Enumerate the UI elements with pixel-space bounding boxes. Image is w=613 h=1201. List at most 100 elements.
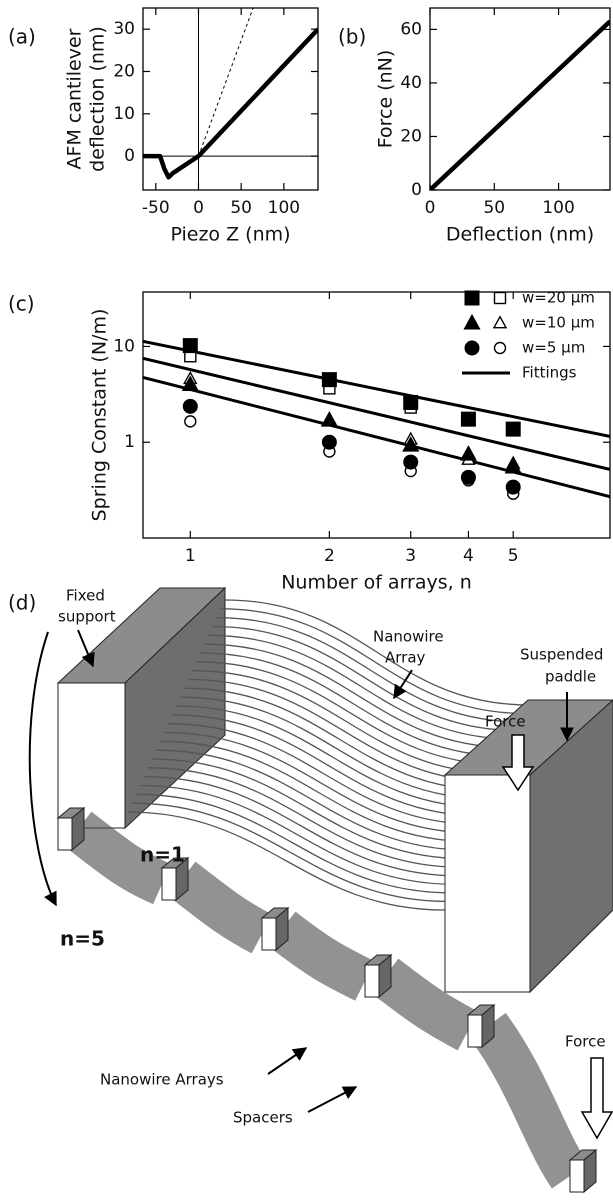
x-axis-label: Piezo Z (nm): [170, 224, 290, 246]
panel-label: (c): [8, 292, 35, 316]
point-filled: [505, 421, 521, 437]
x-axis-label: Deflection (nm): [446, 224, 594, 246]
label: Array: [385, 649, 426, 667]
nanowire: [148, 767, 463, 868]
legend-marker: [464, 290, 480, 306]
nanowire-array: [127, 599, 531, 911]
x-tick-label: 50: [483, 198, 505, 218]
charts: (a) Piezo Z (nm) AFM cantilever deflection …: [8, 7, 611, 594]
pointer-arrow: [307, 1086, 358, 1113]
y-tick-label: 60: [400, 19, 422, 39]
plot-frame: [429, 7, 611, 191]
x-tick-label: 5: [508, 546, 519, 566]
fit-line: [143, 375, 610, 499]
nanowire: [176, 705, 488, 809]
y-tick-label: 10: [113, 336, 135, 356]
nanowire: [140, 784, 456, 886]
x-axis-label: Number of arrays, n: [281, 572, 472, 594]
spacers: [56, 806, 598, 1194]
x-tick-label: 100: [542, 198, 574, 218]
x-tick-label: 4: [463, 546, 474, 566]
x-tick-label: -50: [142, 198, 170, 218]
spacer-front: [364, 964, 380, 998]
band: [268, 911, 375, 1001]
x-tick-label: 3: [405, 546, 416, 566]
band: [470, 1012, 589, 1189]
nanowire: [224, 599, 531, 706]
y-tick-label: 1: [124, 432, 135, 452]
label: Nanowire: [373, 628, 444, 646]
label: Nanowire Arrays: [100, 1071, 224, 1089]
force-arrow: [501, 734, 535, 792]
label: support: [58, 608, 116, 626]
point-filled: [504, 457, 522, 474]
nanowire: [200, 652, 509, 757]
nanowire: [180, 696, 492, 800]
panel-label: (b): [338, 25, 366, 49]
label: Spacers: [233, 1109, 293, 1127]
nanowire: [204, 643, 513, 749]
y-tick-label: 30: [113, 19, 135, 39]
spacer-front: [261, 917, 277, 951]
nanowire: [156, 749, 470, 851]
legend-label: w=10 μm: [522, 314, 595, 332]
panel-label: (d): [8, 591, 36, 615]
point-filled: [403, 454, 419, 470]
band: [371, 958, 479, 1051]
legend-marker: [492, 315, 508, 329]
fit-line: [143, 339, 610, 438]
plot-frame: [142, 291, 611, 539]
nanowire: [196, 661, 506, 766]
data-line: [143, 27, 318, 180]
label: Suspended: [520, 646, 603, 664]
nanowire: [160, 740, 474, 843]
nanowire: [220, 608, 527, 715]
legend-marker: [463, 313, 481, 330]
y-axis-label: AFM cantilever: [64, 28, 86, 169]
fit-line: [143, 356, 610, 471]
legend-label: Fittings: [522, 364, 577, 382]
legend-marker: [493, 341, 507, 355]
label: Fixed: [66, 587, 105, 605]
nanowire: [172, 714, 484, 817]
band: [168, 861, 273, 954]
y-tick-label: 0: [411, 180, 422, 200]
legend-marker: [464, 340, 480, 356]
label: Force: [565, 1033, 606, 1051]
point-filled: [182, 338, 198, 354]
y-tick-label: 0: [124, 146, 135, 166]
chart: (c) Number of arrays, n Spring Constant (N…: [8, 289, 611, 594]
pointer-arrow: [267, 1047, 308, 1075]
point-filled: [403, 394, 419, 410]
point-filled: [182, 398, 198, 414]
spacer-front: [57, 817, 73, 851]
nanowire: [168, 723, 481, 826]
pointer-arrow: [28, 631, 57, 907]
y-axis-label: Force (nN): [375, 50, 397, 149]
point-filled: [181, 375, 199, 391]
nanowire: [144, 776, 460, 877]
nanowire: [212, 625, 520, 732]
force-arrow: [580, 1057, 613, 1140]
band: [64, 811, 171, 905]
spacer-front: [467, 1014, 483, 1048]
nanowire: [216, 617, 523, 723]
point-filled: [320, 411, 338, 427]
x-tick-label: 2: [324, 546, 335, 566]
chain-bands: [64, 811, 589, 1189]
point-filled: [505, 479, 521, 495]
y-tick-label: 10: [113, 104, 135, 124]
y-tick-label: 20: [113, 61, 135, 81]
block-front: [57, 682, 126, 829]
x-tick-label: 1: [185, 546, 196, 566]
label: n=5: [60, 927, 105, 951]
legend-label: w=20 μm: [522, 289, 595, 307]
nanowire: [132, 802, 449, 903]
pointer-arrow: [393, 669, 413, 700]
point-filled: [321, 434, 337, 450]
pointers: [28, 629, 574, 1113]
point-filled: [321, 372, 337, 388]
pointer-arrow: [77, 629, 95, 668]
spacer-front: [569, 1159, 585, 1193]
